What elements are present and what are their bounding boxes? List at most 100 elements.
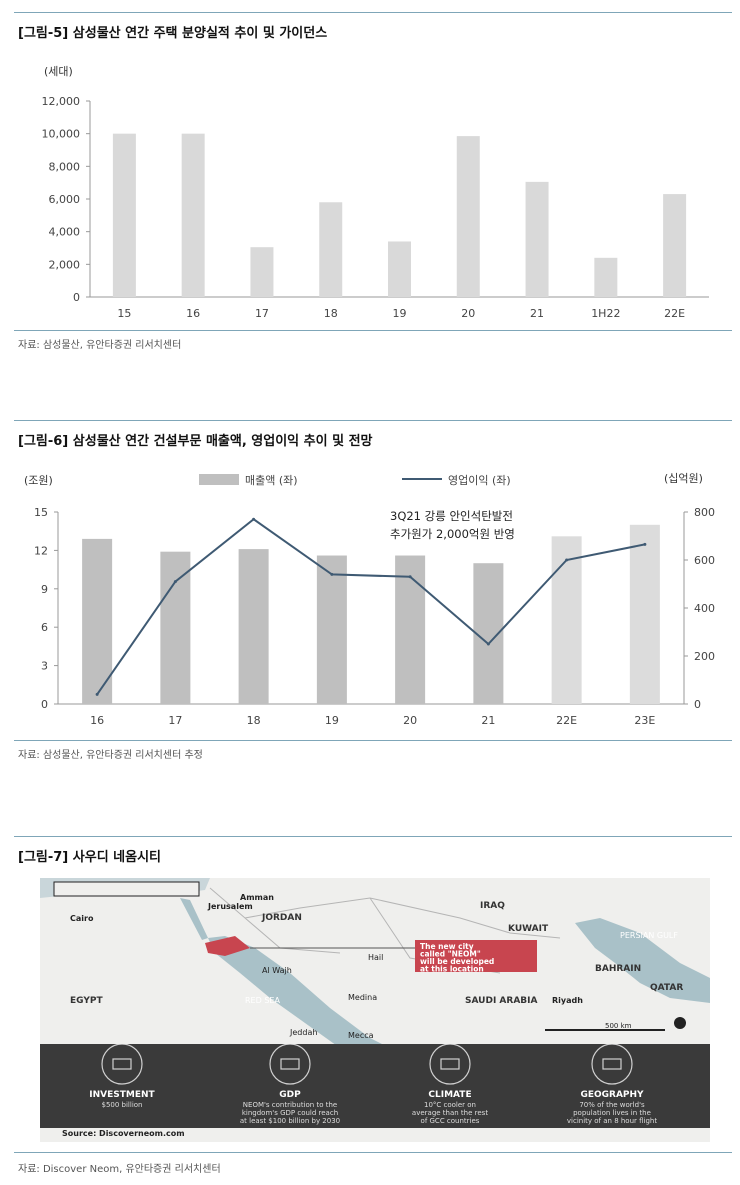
stat-text-line: 10°C cooler on xyxy=(424,1101,476,1109)
fig6-left-tick-label: 3 xyxy=(41,660,48,673)
fig6-right-tick-label: 0 xyxy=(694,698,701,711)
stat-title: GEOGRAPHY xyxy=(580,1090,644,1100)
fig5-bar xyxy=(525,181,549,297)
fig6-line-point xyxy=(173,580,177,584)
place-mecca: Mecca xyxy=(348,1031,374,1040)
fig6-x-tick-label: 16 xyxy=(90,714,104,727)
neom-region-marker xyxy=(205,936,250,956)
fig6-bar xyxy=(82,538,113,704)
place-riyadh: Riyadh xyxy=(552,996,583,1005)
fig5-bar xyxy=(663,194,687,297)
fig6-top-rule xyxy=(14,420,732,421)
fig5-x-tick-label: 17 xyxy=(255,307,269,320)
cash-icon-glyph xyxy=(112,1058,132,1070)
fig5-bar xyxy=(456,136,480,297)
fig5-bottom-rule xyxy=(14,330,732,331)
place-jerusalem: Jerusalem xyxy=(207,902,253,911)
fig5-bar xyxy=(594,257,618,297)
fig6-right-tick-label: 600 xyxy=(694,554,715,567)
fig6-title: [그림-6] 삼성물산 연간 건설부문 매출액, 영업이익 추이 및 전망 xyxy=(18,434,373,449)
people-icon-glyph xyxy=(280,1058,300,1070)
fig6-combo-chart: (조원) (십억원) 매출액 (좌) 영업이익 (좌) 0 3 6 9 12 15 0 200 400 6… xyxy=(24,472,715,727)
map-scale-label: 500 km xyxy=(605,1022,632,1030)
stat-text-line: vicinity of an 8 hour flight xyxy=(567,1117,657,1125)
cash-icon xyxy=(101,1043,143,1085)
stat-title: CLIMATE xyxy=(428,1090,471,1100)
fig6-x-tick-label: 21 xyxy=(481,714,495,727)
globe-icon-glyph xyxy=(602,1058,622,1070)
fig5-y-axis-label: (세대) xyxy=(44,65,73,78)
fig6-bar xyxy=(160,551,191,704)
fig5-top-rule xyxy=(14,12,732,13)
fig5-x-tick-label: 21 xyxy=(530,307,544,320)
fig6-right-axis-label: (십억원) xyxy=(664,472,703,485)
fig6-bar xyxy=(238,549,269,704)
fig6-x-tick-label: 19 xyxy=(325,714,339,727)
place-iraq: IRAQ xyxy=(480,901,505,911)
place-red-sea: RED SEA xyxy=(245,996,280,1005)
fig7-top-rule xyxy=(14,836,732,837)
fig6-left-axis-label: (조원) xyxy=(24,474,53,487)
fig5-y-tick-label: 4,000 xyxy=(49,226,81,239)
stat-text-line: kingdom's GDP could reach xyxy=(242,1109,338,1117)
place-amman: Amman xyxy=(240,893,274,902)
fig6-line-point xyxy=(643,542,647,546)
fig6-line-point xyxy=(565,558,569,562)
fig5-x-tick-label: 1H22 xyxy=(591,307,620,320)
place-al-wajh: Al Wajh xyxy=(262,966,292,975)
neom-callout-text: called "NEOM" xyxy=(420,950,481,959)
fig5-x-tick-label: 18 xyxy=(324,307,338,320)
fig5-y-tick-label: 2,000 xyxy=(49,258,81,271)
fig5-x-tick-label: 15 xyxy=(117,307,131,320)
fig6-right-tick-label: 400 xyxy=(694,602,715,615)
fig5-bar xyxy=(250,247,274,297)
fig6-bar xyxy=(316,555,347,704)
fig6-bar xyxy=(395,555,426,704)
fig6-bar xyxy=(629,524,660,704)
map-footer-strip: Source: Discoverneom.com xyxy=(40,1128,710,1142)
fig5-x-tick-label: 20 xyxy=(461,307,475,320)
people-icon xyxy=(269,1043,311,1085)
fig6-bottom-rule xyxy=(14,740,732,741)
fig6-left-tick-label: 12 xyxy=(34,544,48,557)
thermometer-icon xyxy=(429,1043,471,1085)
fig6-right-tick-label: 800 xyxy=(694,506,715,519)
neom-callout-box xyxy=(415,940,537,972)
fig5-y-tick-label: 8,000 xyxy=(49,160,81,173)
stat-text-line: population lives in the xyxy=(573,1109,651,1117)
fig6-left-tick-label: 9 xyxy=(41,583,48,596)
place-jeddah: Jeddah xyxy=(289,1028,317,1037)
neom-callout-text: The new city xyxy=(420,942,474,951)
place-jordan: JORDAN xyxy=(261,913,302,923)
fig6-right-tick-label: 200 xyxy=(694,650,715,663)
stat-title: INVESTMENT xyxy=(89,1090,155,1100)
stat-title: GDP xyxy=(279,1090,301,1100)
place-hail: Hail xyxy=(368,953,383,962)
neom-callout-text: will be developed xyxy=(420,957,494,966)
stat-text-line: at least $100 billion by 2030 xyxy=(240,1117,340,1125)
stat-text-line: of GCC countries xyxy=(421,1117,480,1125)
fig5-x-tick-label: 19 xyxy=(393,307,407,320)
fig5-y-tick-label: 10,000 xyxy=(42,128,81,141)
globe-icon xyxy=(591,1043,633,1085)
fig6-left-tick-label: 0 xyxy=(41,698,48,711)
gulf-of-suez-shape xyxy=(180,898,208,940)
fig5-title: [그림-5] 삼성물산 연간 주택 분양실적 추이 및 가이던스 xyxy=(18,26,328,41)
fig6-x-tick-label: 22E xyxy=(556,714,577,727)
neom-map-image: The new city called "NEOM" will be develop… xyxy=(40,878,710,1142)
map-footer-source: Source: Discoverneom.com xyxy=(62,1129,185,1138)
fig5-y-tick-label: 12,000 xyxy=(42,95,81,108)
fig6-x-tick-label: 20 xyxy=(403,714,417,727)
fig5-bar xyxy=(112,133,136,297)
fig7-source: 자료: Discover Neom, 유안타증권 리서치센터 xyxy=(18,1164,221,1175)
north-arrow-icon xyxy=(674,1017,686,1029)
fig5-bar xyxy=(181,133,205,297)
stat-text-line: 70% of the world's xyxy=(579,1101,645,1109)
fig6-left-tick-label: 6 xyxy=(41,621,48,634)
fig6-x-tick-label: 17 xyxy=(168,714,182,727)
fig6-left-tick-label: 15 xyxy=(34,506,48,519)
fig5-bar xyxy=(388,241,411,297)
fig5-x-tick-label: 22E xyxy=(664,307,685,320)
fig5-y-tick-label: 0 xyxy=(73,291,80,304)
